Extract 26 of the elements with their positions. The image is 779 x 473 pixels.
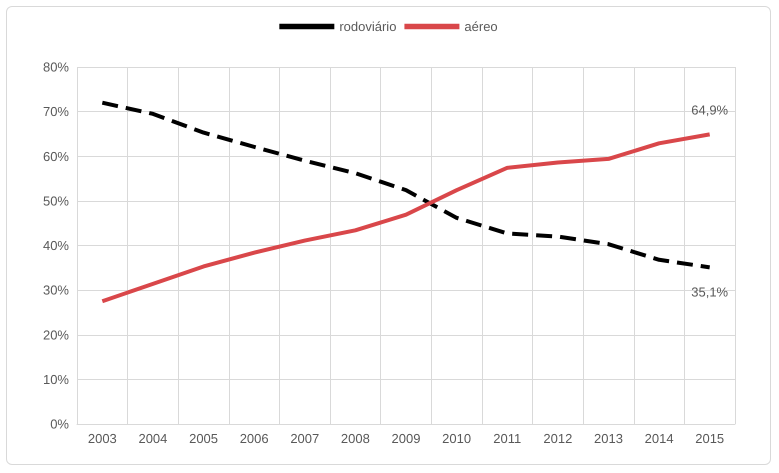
data-label: 35,1% bbox=[691, 284, 729, 300]
y-tick-label: 0% bbox=[50, 416, 70, 432]
y-tick-label: 80% bbox=[42, 60, 70, 74]
x-tick-label: 2012 bbox=[543, 431, 572, 446]
x-tick-label: 2007 bbox=[290, 431, 320, 446]
x-tick-label: 2005 bbox=[189, 431, 218, 446]
y-tick-label: 10% bbox=[42, 372, 70, 387]
legend-label: aéreo bbox=[464, 19, 498, 34]
y-tick-label: 20% bbox=[42, 327, 70, 342]
y-tick-label: 40% bbox=[42, 238, 70, 253]
x-tick-label: 2008 bbox=[340, 431, 370, 446]
x-tick-label: 2011 bbox=[493, 431, 522, 446]
y-tick-label: 30% bbox=[42, 282, 70, 298]
x-tick-label: 2009 bbox=[392, 431, 420, 446]
y-tick-label: 60% bbox=[42, 148, 70, 164]
legend-label: rodoviário bbox=[339, 19, 396, 34]
x-tick-label: 2004 bbox=[138, 431, 168, 446]
x-tick-label: 2003 bbox=[88, 431, 117, 446]
x-tick-label: 2014 bbox=[644, 431, 674, 446]
x-tick-label: 2006 bbox=[240, 431, 269, 446]
y-tick-label: 50% bbox=[42, 193, 70, 208]
data-label: 64,9% bbox=[691, 102, 729, 118]
x-tick-label: 2010 bbox=[442, 431, 472, 446]
y-tick-label: 70% bbox=[42, 104, 70, 120]
x-tick-label: 2015 bbox=[695, 431, 724, 446]
x-tick-label: 2013 bbox=[594, 431, 623, 446]
